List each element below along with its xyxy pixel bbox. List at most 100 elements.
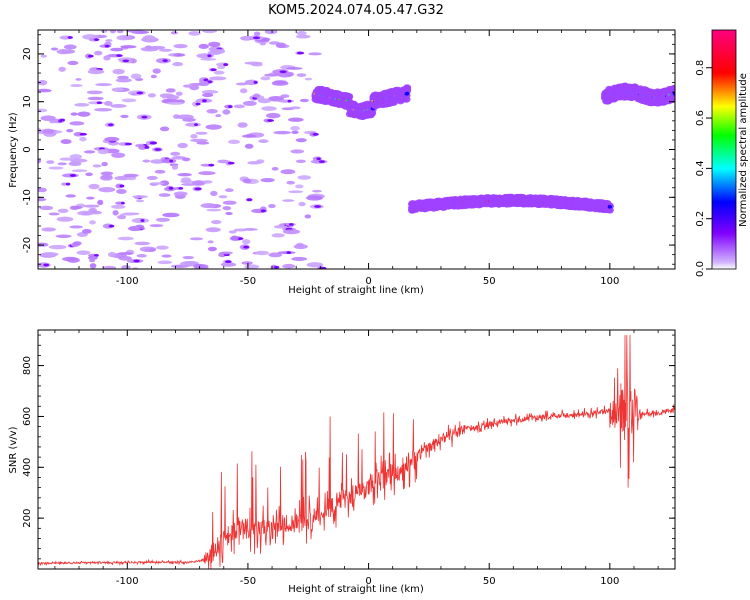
heatmap-blob xyxy=(149,141,158,145)
heatmap-blob xyxy=(189,237,204,241)
heatmap-blob xyxy=(253,31,261,36)
heatmap-blob xyxy=(119,184,125,188)
heatmap-blob xyxy=(166,95,180,100)
heatmap-blob xyxy=(94,50,103,56)
heatmap-blob xyxy=(198,81,210,87)
heatmap-blob xyxy=(253,93,261,98)
heatmap-blob xyxy=(66,128,74,133)
x-tick-label: 0 xyxy=(365,276,371,287)
heatmap-blob xyxy=(202,30,218,34)
heatmap-blob xyxy=(155,217,171,222)
heatmap-blob xyxy=(264,73,280,77)
y-tick-label: 200 xyxy=(22,509,33,528)
heatmap-blob xyxy=(89,220,96,225)
heatmap-blob xyxy=(83,204,100,208)
heatmap-blob xyxy=(60,139,72,145)
heatmap-blob xyxy=(177,142,188,149)
x-tick-label: -50 xyxy=(240,276,256,287)
heatmap-blob xyxy=(290,126,300,131)
heatmap-blob xyxy=(206,108,218,114)
heatmap-blob xyxy=(190,138,208,143)
heatmap-blob xyxy=(118,255,132,261)
heatmap-blob xyxy=(202,180,213,184)
heatmap-blob xyxy=(162,59,168,63)
spectrogram-frame xyxy=(37,29,676,270)
heatmap-blob xyxy=(100,30,108,34)
heatmap-blob xyxy=(233,104,245,109)
heatmap-blob xyxy=(271,233,285,238)
heatmap-blob xyxy=(224,188,234,193)
heatmap-blob xyxy=(74,103,90,107)
heatmap-blob xyxy=(150,74,157,79)
heatmap-blob xyxy=(297,175,312,180)
heatmap-blob xyxy=(205,124,222,130)
heatmap-blob xyxy=(49,120,56,124)
y-tick-label: -20 xyxy=(22,237,33,253)
x-tick-label: -100 xyxy=(116,276,139,287)
heatmap-blob xyxy=(306,262,324,268)
heatmap-blob xyxy=(161,158,177,164)
heatmap-blob xyxy=(200,203,217,209)
heatmap-blob xyxy=(131,217,150,224)
heatmap-blob xyxy=(176,114,194,120)
heatmap-blob xyxy=(120,114,129,119)
heatmap-blob xyxy=(242,134,257,138)
heatmap-blob xyxy=(88,259,96,263)
snr-ylabel: SNR (v/v) xyxy=(8,426,19,473)
heatmap-blob xyxy=(242,100,257,106)
heatmap-blob xyxy=(110,104,127,108)
heatmap-blob xyxy=(256,159,265,164)
heatmap-blob xyxy=(165,88,176,93)
heatmap-blob xyxy=(607,205,613,209)
heatmap-blob xyxy=(190,134,198,139)
heatmap-blob xyxy=(144,146,150,149)
heatmap-blob xyxy=(295,184,304,189)
x-tick-label: 0 xyxy=(365,576,371,587)
heatmap-blob xyxy=(147,93,156,98)
heatmap-blob xyxy=(122,59,130,63)
heatmap-blob xyxy=(66,257,80,263)
heatmap-blob xyxy=(242,178,252,184)
heatmap-blob xyxy=(282,263,296,269)
heatmap-blob xyxy=(142,35,156,41)
snr-xlabel: Height of straight line (km) xyxy=(288,584,424,595)
heatmap-blob xyxy=(104,136,120,142)
heatmap-blob xyxy=(277,99,295,103)
y-tick-label: 0 xyxy=(22,146,33,152)
heatmap-blob xyxy=(116,35,132,41)
heatmap-blob xyxy=(152,68,161,74)
heatmap-blob xyxy=(261,106,277,111)
heatmap-blob xyxy=(77,210,95,216)
heatmap-blob xyxy=(59,118,66,122)
heatmap-blob xyxy=(61,182,68,186)
heatmap-blob xyxy=(41,227,57,232)
heatmap-blob xyxy=(59,157,73,161)
heatmap-blob xyxy=(104,44,110,48)
heatmap-blob xyxy=(77,111,91,117)
heatmap-blob xyxy=(158,193,171,197)
heatmap-blob xyxy=(112,210,119,216)
heatmap-blob xyxy=(265,112,281,119)
heatmap-blob xyxy=(150,159,165,164)
heatmap-blob xyxy=(128,225,141,232)
heatmap-blob xyxy=(207,54,212,58)
y-tick-label: -10 xyxy=(22,189,33,205)
heatmap-blob xyxy=(290,149,305,154)
heatmap-blob xyxy=(40,54,47,58)
heatmap-blob xyxy=(173,43,188,49)
heatmap-blob xyxy=(244,264,260,269)
heatmap-blob xyxy=(228,230,237,234)
heatmap-blob xyxy=(156,245,169,250)
heatmap-blob xyxy=(92,164,102,168)
heatmap-blob xyxy=(243,245,250,249)
snr-series-line xyxy=(38,335,675,569)
heatmap-blob xyxy=(288,190,304,194)
heatmap-blob xyxy=(157,260,173,265)
heatmap-blob xyxy=(286,67,303,70)
heatmap-blob xyxy=(308,52,322,56)
heatmap-blob xyxy=(132,195,148,199)
heatmap-blob xyxy=(316,157,321,161)
heatmap-blob xyxy=(69,121,85,126)
heatmap-blob xyxy=(279,70,287,74)
